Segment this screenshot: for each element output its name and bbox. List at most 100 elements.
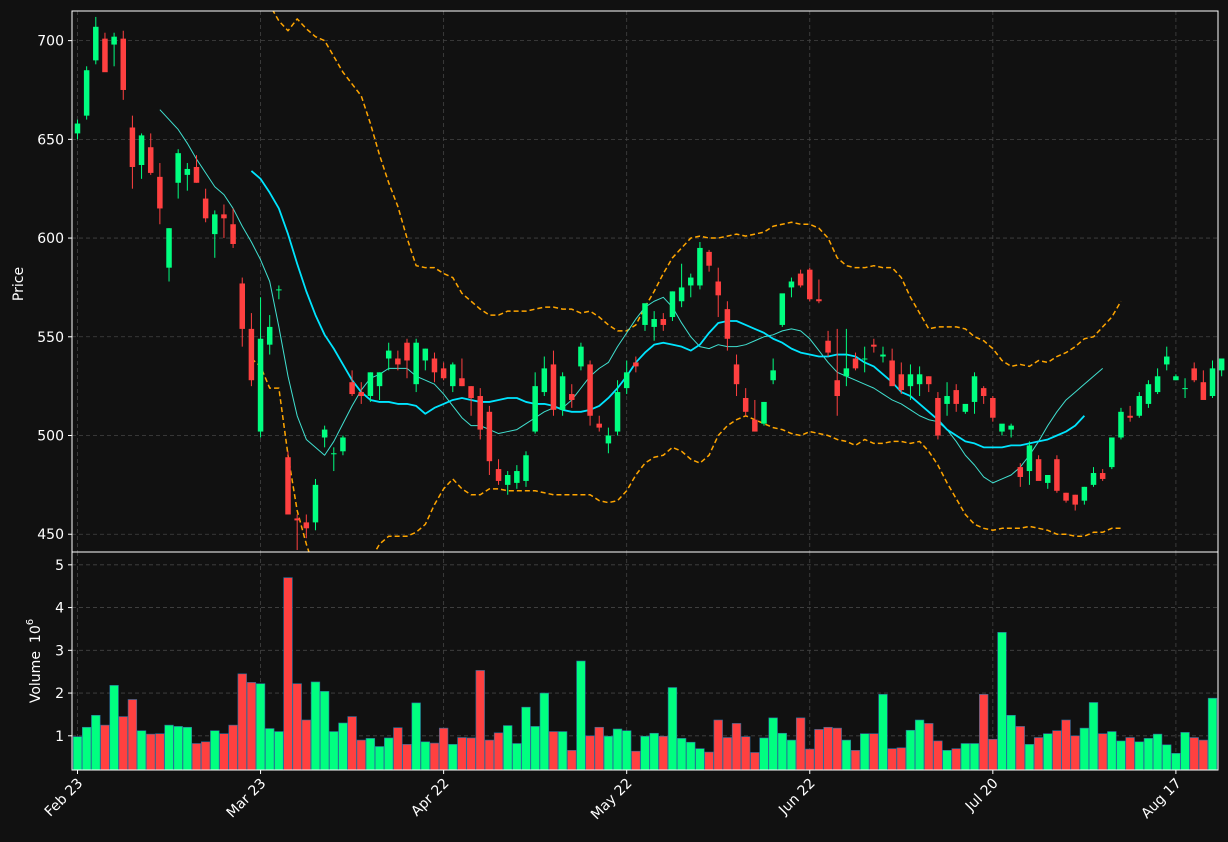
volume-bar bbox=[1098, 733, 1108, 771]
candle-body bbox=[578, 346, 584, 367]
volume-bar bbox=[301, 719, 311, 771]
volume-bar bbox=[100, 724, 110, 771]
volume-bar bbox=[759, 737, 769, 771]
candle-body bbox=[514, 471, 520, 483]
price-tick-label: 650 bbox=[37, 132, 64, 148]
volume-axis-exponent: 6 bbox=[25, 619, 36, 625]
candle-body bbox=[660, 319, 667, 325]
volume-bar bbox=[438, 727, 449, 771]
volume-bar bbox=[319, 691, 330, 771]
volume-bar bbox=[109, 685, 119, 771]
price-tick-label: 550 bbox=[37, 330, 64, 346]
bollinger-bands bbox=[250, 11, 1122, 552]
volume-bar bbox=[1070, 735, 1080, 771]
price-tick-label: 450 bbox=[37, 527, 64, 543]
candle-body bbox=[953, 390, 959, 404]
candle-body bbox=[889, 360, 895, 387]
volume-bar bbox=[81, 726, 92, 771]
volume-bar bbox=[429, 742, 440, 771]
volume-axis-exponent-base: 10 bbox=[28, 625, 44, 643]
candle-body bbox=[999, 423, 1005, 432]
volume-bar bbox=[1152, 733, 1163, 771]
volume-bar bbox=[72, 736, 83, 771]
candle-body bbox=[797, 273, 804, 286]
candle-body bbox=[807, 269, 813, 300]
volume-bar bbox=[1134, 741, 1144, 771]
volume-bar bbox=[1125, 737, 1135, 771]
candle-body bbox=[614, 392, 621, 432]
candle-body bbox=[1136, 396, 1143, 416]
candle-body bbox=[706, 251, 712, 266]
volume-bar bbox=[1198, 739, 1209, 771]
lower-band-line bbox=[250, 357, 1121, 552]
candle-body bbox=[926, 376, 932, 385]
candle-body bbox=[697, 247, 703, 286]
volume-y-ticks: 1 2 3 4 5 bbox=[55, 558, 72, 745]
volume-bar bbox=[860, 733, 870, 771]
candle-body bbox=[422, 348, 429, 361]
candle-body bbox=[1182, 388, 1188, 390]
volume-bar bbox=[539, 692, 549, 771]
candle-body bbox=[440, 368, 447, 379]
price-axis-label: Price bbox=[11, 267, 27, 301]
candle-body bbox=[312, 484, 319, 523]
volume-bar bbox=[814, 729, 824, 771]
candle-body bbox=[907, 374, 914, 387]
candle-body bbox=[916, 374, 923, 385]
volume-tick-label: 3 bbox=[55, 643, 64, 659]
volume-bar bbox=[850, 750, 861, 771]
volume-bar bbox=[365, 738, 376, 771]
volume-bar bbox=[182, 726, 192, 771]
candle-body bbox=[669, 291, 676, 318]
candle-body bbox=[688, 277, 694, 286]
volume-bar bbox=[905, 729, 916, 771]
price-tick-label: 700 bbox=[37, 34, 64, 50]
volume-bar bbox=[585, 735, 595, 771]
volume-bar bbox=[210, 730, 220, 771]
volume-bar bbox=[988, 738, 998, 771]
volume-bar bbox=[1143, 738, 1154, 771]
candle-body bbox=[376, 372, 383, 387]
candle-body bbox=[651, 319, 657, 327]
volume-bar bbox=[649, 732, 659, 771]
volume-bar bbox=[228, 724, 238, 771]
candle-body bbox=[880, 354, 886, 357]
candle-body bbox=[147, 147, 154, 173]
candle-body bbox=[633, 362, 639, 367]
candle-body bbox=[1109, 437, 1115, 468]
volume-bar bbox=[219, 733, 229, 771]
volume-bar bbox=[631, 750, 641, 771]
volume-bar bbox=[1207, 697, 1218, 771]
candle-body bbox=[550, 364, 557, 410]
candle-body bbox=[642, 303, 648, 325]
candle-body bbox=[742, 397, 749, 412]
volume-bar bbox=[512, 743, 522, 771]
candle-body bbox=[871, 344, 877, 347]
volume-bar bbox=[530, 726, 540, 771]
candle-body bbox=[367, 372, 374, 397]
volume-bar bbox=[1043, 733, 1053, 771]
volume-bar bbox=[1015, 726, 1025, 771]
candle-body bbox=[962, 403, 969, 412]
candle-body bbox=[541, 368, 548, 393]
volume-bar bbox=[686, 741, 696, 771]
volume-bar bbox=[411, 702, 421, 771]
candle-body bbox=[861, 358, 868, 360]
volume-bar bbox=[1052, 730, 1062, 771]
volume-bar bbox=[292, 683, 302, 771]
volume-bar bbox=[374, 746, 385, 771]
candle-body bbox=[724, 309, 731, 339]
candle-body bbox=[175, 153, 181, 183]
volume-bar bbox=[612, 728, 623, 771]
candle-body bbox=[248, 328, 255, 381]
volume-bar bbox=[1079, 727, 1090, 771]
candle-body bbox=[468, 386, 474, 398]
volume-bar bbox=[640, 735, 650, 771]
candle-body bbox=[294, 518, 300, 521]
volume-bar bbox=[997, 632, 1007, 771]
volume-bar bbox=[310, 681, 321, 771]
volume-bar bbox=[594, 726, 604, 771]
volume-bar bbox=[750, 752, 760, 771]
volume-bar bbox=[676, 738, 687, 771]
